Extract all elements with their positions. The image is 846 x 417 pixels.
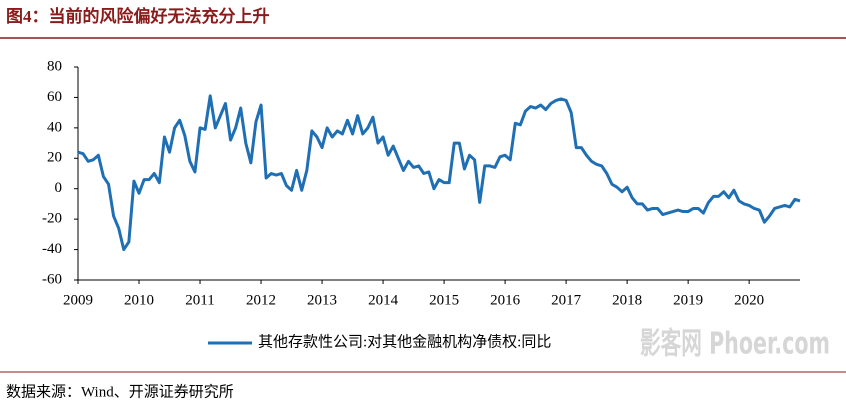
x-tick-label: 2016 [490, 292, 521, 308]
x-tick-label: 2018 [612, 292, 642, 308]
x-tick-label: 2014 [368, 292, 399, 308]
y-tick-label: 40 [47, 119, 62, 135]
y-tick-label: -60 [42, 271, 62, 287]
x-tick-label: 2019 [673, 292, 703, 308]
y-tick-label: 0 [55, 180, 63, 196]
watermark: 影客网 Phoer.com [640, 327, 830, 362]
y-tick-label: 20 [47, 150, 62, 166]
legend-label: 其他存款性公司:对其他金融机构净债权:同比 [258, 333, 551, 350]
y-tick-label: 80 [47, 58, 62, 74]
chart-title: 图4：当前的风险偏好无法充分上升 [6, 6, 270, 26]
x-tick-label: 2010 [124, 292, 154, 308]
y-tick-label: 60 [47, 89, 62, 105]
x-tick-label: 2017 [551, 292, 582, 308]
x-tick-label: 2020 [734, 292, 764, 308]
x-tick-label: 2012 [246, 292, 276, 308]
x-tick-label: 2011 [185, 292, 214, 308]
x-tick-label: 2013 [307, 292, 337, 308]
x-tick-label: 2015 [429, 292, 459, 308]
x-tick-label: 2009 [63, 292, 93, 308]
source: 数据来源：Wind、开源证券研究所 [6, 383, 234, 400]
series-line [77, 94, 801, 252]
y-tick-label: -20 [42, 211, 62, 227]
y-tick-label: -40 [42, 241, 62, 257]
